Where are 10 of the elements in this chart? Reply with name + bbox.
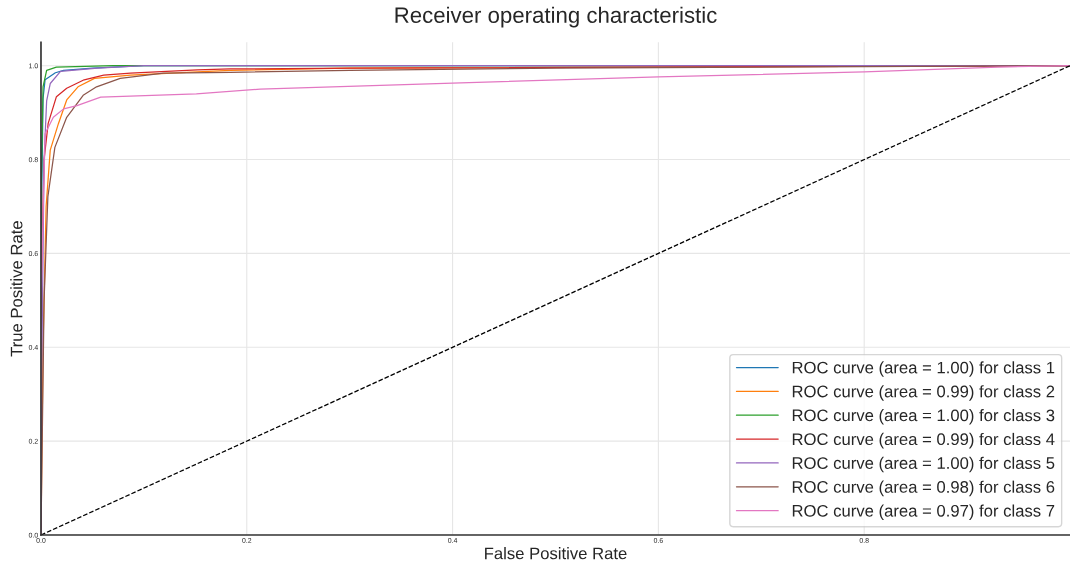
legend-label: ROC curve (area = 1.00) for class 5 xyxy=(792,456,1055,473)
legend-label: ROC curve (area = 0.98) for class 6 xyxy=(792,480,1055,497)
legend-label: ROC curve (area = 0.99) for class 4 xyxy=(792,432,1055,449)
chart-title: Receiver operating characteristic xyxy=(395,6,717,28)
legend-label: ROC curve (area = 0.99) for class 2 xyxy=(792,385,1055,401)
legend-label: ROC curve (area = 1.00) for class 1 xyxy=(792,361,1055,377)
x-axis-title: False Positive Rate xyxy=(485,547,627,560)
legend-label: ROC curve (area = 1.00) for class 3 xyxy=(792,409,1055,425)
legend-label: ROC curve (area = 0.97) for class 7 xyxy=(792,504,1055,521)
y-axis-title: True Positive Rate xyxy=(10,221,23,357)
